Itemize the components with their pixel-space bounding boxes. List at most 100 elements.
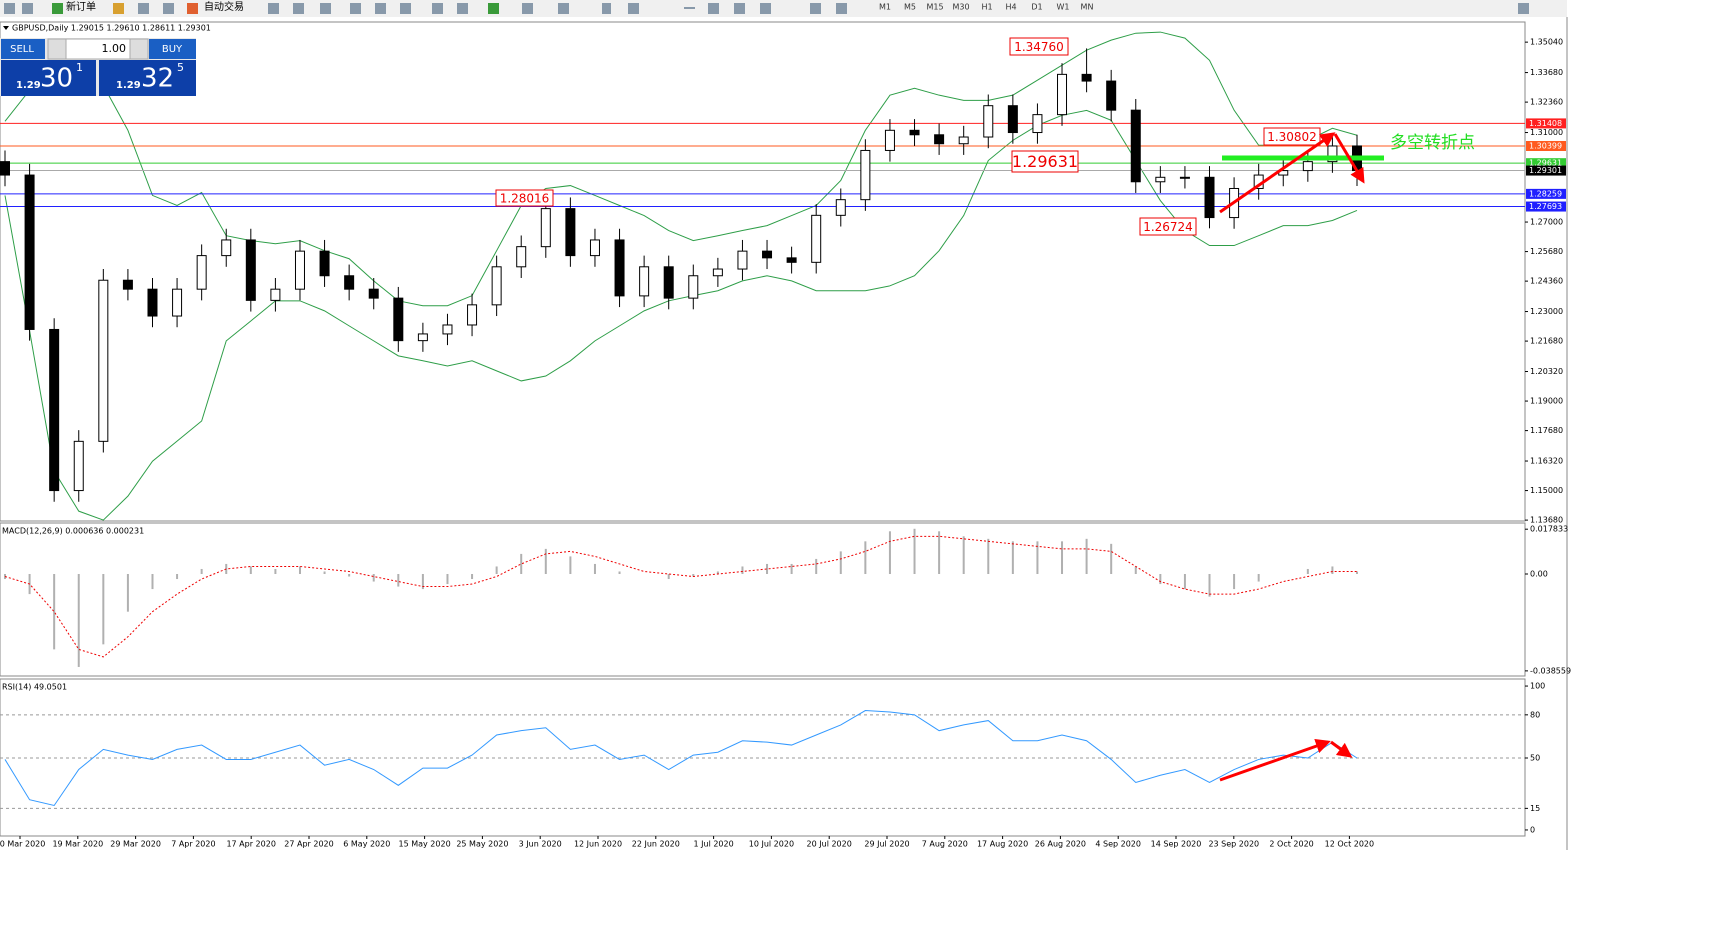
- macd-bar: [593, 563, 596, 574]
- macd-bar: [397, 574, 400, 587]
- icon[interactable]: [684, 7, 695, 9]
- icon[interactable]: [268, 3, 279, 14]
- trend-arrow: [1219, 132, 1336, 214]
- icon[interactable]: [113, 3, 124, 14]
- icon[interactable]: [602, 3, 611, 14]
- candle-body: [122, 279, 133, 290]
- timeframe-button[interactable]: M30: [952, 3, 969, 12]
- icon[interactable]: [708, 3, 719, 14]
- icon[interactable]: [138, 3, 149, 14]
- candle-body: [540, 208, 551, 248]
- macd-bar: [495, 566, 498, 574]
- macd-bar: [667, 574, 670, 580]
- candle-body: [417, 333, 428, 342]
- macd-bar: [888, 531, 891, 574]
- timeframe-button[interactable]: D1: [1031, 3, 1042, 12]
- level-tag: [1526, 118, 1566, 129]
- y-tick-label: 1.32360: [1530, 98, 1563, 107]
- new-order-button[interactable]: 新订单: [66, 0, 96, 13]
- y-tick-label: 80: [1530, 710, 1540, 719]
- macd-bar: [864, 541, 867, 574]
- macd-bar: [1257, 574, 1260, 582]
- level-tag-label: 1.31408: [1529, 119, 1562, 128]
- buy-price-box[interactable]: [99, 60, 196, 96]
- annotation: 1.26724: [1143, 220, 1193, 234]
- candle-body: [737, 250, 748, 270]
- timeframes: M1 M5 M15 M30 H1 H4 D1 W1 MN: [879, 3, 1093, 12]
- timeframe-button[interactable]: M1: [879, 3, 891, 12]
- icon[interactable]: [4, 3, 15, 14]
- icon[interactable]: [293, 3, 304, 14]
- macd-bar: [1306, 568, 1309, 574]
- candle-body: [983, 105, 994, 138]
- x-tick-label: 17 Aug 2020: [977, 840, 1028, 849]
- sell-button[interactable]: [1, 39, 45, 59]
- rsi-panel: [0, 678, 1526, 837]
- buy-label[interactable]: BUY: [162, 44, 183, 55]
- icon[interactable]: [836, 3, 847, 14]
- level-tag-label: 1.29631: [1529, 159, 1562, 168]
- icon[interactable]: [760, 3, 771, 14]
- macd-bar: [471, 574, 474, 580]
- icon[interactable]: [810, 3, 821, 14]
- lot-spinner-up[interactable]: [129, 38, 149, 60]
- x-tick-label: 7 Apr 2020: [171, 840, 215, 849]
- icon[interactable]: [375, 3, 386, 14]
- macd-bar: [1356, 571, 1358, 574]
- sell-price-big: 30: [40, 64, 73, 94]
- icon[interactable]: [52, 3, 63, 14]
- icon[interactable]: [22, 3, 33, 14]
- y-tick-label: 100: [1530, 682, 1545, 691]
- timeframe-button[interactable]: W1: [1057, 3, 1070, 12]
- macd-bar: [446, 574, 449, 585]
- icon[interactable]: [432, 3, 443, 14]
- x-tick-label: 23 Sep 2020: [1208, 840, 1259, 849]
- sell-label[interactable]: SELL: [10, 44, 34, 55]
- candle-body: [565, 208, 576, 257]
- x-tick-label: 19 Mar 2020: [52, 840, 103, 849]
- timeframe-button[interactable]: M5: [904, 3, 916, 12]
- candle-body: [196, 255, 207, 290]
- rsi-header: RSI(14) 49.0501: [2, 683, 67, 692]
- annotation: 1.34760: [1014, 40, 1064, 54]
- y-tick-label: 1.31000: [1530, 128, 1563, 137]
- icon[interactable]: [558, 3, 569, 14]
- icon[interactable]: [1518, 3, 1529, 14]
- timeframe-button[interactable]: H4: [1005, 3, 1016, 12]
- sell-price-box[interactable]: [1, 60, 96, 96]
- macd-bar: [766, 563, 769, 574]
- auto-trading-button[interactable]: 自动交易: [204, 0, 244, 13]
- x-tick-label: 3 Jun 2020: [519, 840, 562, 849]
- macd-bar: [839, 551, 842, 574]
- icon[interactable]: [320, 3, 331, 14]
- lot-spinner-down[interactable]: [47, 38, 67, 60]
- rsi-arrow: [1219, 738, 1331, 782]
- icon[interactable]: [457, 3, 468, 14]
- macd-bar: [962, 536, 965, 574]
- buy-button[interactable]: [149, 39, 196, 59]
- candle-body: [762, 250, 773, 259]
- macd-bar: [298, 566, 301, 574]
- icon[interactable]: [734, 3, 745, 14]
- timeframe-button[interactable]: MN: [1081, 3, 1094, 12]
- macd-bar: [53, 574, 56, 650]
- icon[interactable]: [488, 3, 499, 14]
- sell-price-prefix: 1.29: [16, 80, 41, 91]
- y-tick-label: 1.23000: [1530, 307, 1563, 316]
- icon[interactable]: [628, 3, 639, 14]
- icon[interactable]: [522, 3, 533, 14]
- macd-bar: [1208, 574, 1211, 597]
- macd-bar: [1233, 574, 1236, 590]
- icon[interactable]: [163, 3, 174, 14]
- annotation: 1.30802: [1267, 130, 1317, 144]
- icon[interactable]: [350, 3, 361, 14]
- timeframe-button[interactable]: M15: [926, 3, 943, 12]
- macd-bar: [126, 574, 129, 612]
- icon[interactable]: [187, 3, 198, 14]
- candle-body: [1106, 80, 1117, 111]
- timeframe-button[interactable]: H1: [981, 3, 992, 12]
- bollinger-upper: [4, 31, 1358, 307]
- lot-value[interactable]: 1.00: [102, 42, 127, 55]
- x-tick-label: 29 Jul 2020: [864, 840, 909, 849]
- icon[interactable]: [400, 3, 411, 14]
